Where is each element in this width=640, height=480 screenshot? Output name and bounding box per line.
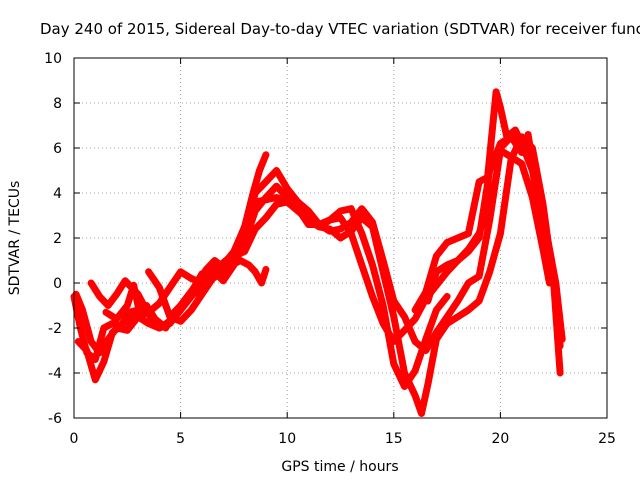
x-tick-label: 25 [598,431,616,447]
data-series [70,88,566,417]
x-tick-label: 20 [491,431,509,447]
y-tick-label: 6 [53,141,62,157]
series-arc-8 [424,131,564,350]
grid [74,58,607,418]
x-axis-label: GPS time / hours [281,459,398,475]
y-tick-label: -2 [48,321,62,337]
y-tick-label: 10 [44,51,62,67]
x-tick-label: 10 [278,431,296,447]
y-tick-label: -6 [48,411,62,427]
x-tick-label: 5 [176,431,185,447]
y-tick-label: 4 [53,186,62,202]
y-tick-label: 8 [53,96,62,112]
y-tick-label: 0 [53,276,62,292]
ticks: 0 5 10 15 20 25 -6 -4 -2 0 2 4 6 8 10 [44,51,616,447]
x-tick-label: 15 [385,431,403,447]
x-tick-label: 0 [70,431,79,447]
y-tick-label: -4 [48,366,62,382]
chart-title: Day 240 of 2015, Sidereal Day-to-day VTE… [40,20,640,38]
y-axis-label: SDTVAR / TECUs [7,181,23,296]
series-arc-6 [145,146,553,354]
y-tick-label: 2 [53,231,62,247]
